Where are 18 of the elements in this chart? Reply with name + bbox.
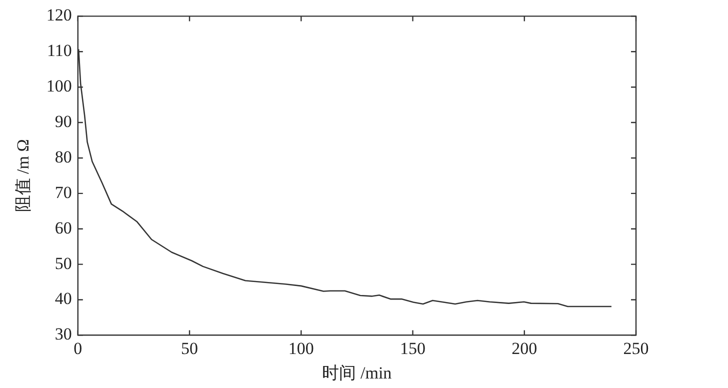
y-tick-label: 90: [54, 112, 72, 131]
x-tick-label: 250: [623, 338, 649, 358]
y-tick-label: 60: [54, 218, 72, 238]
x-tick-label: 200: [512, 338, 538, 358]
y-tick-label: 50: [54, 254, 72, 273]
x-tick-label: 50: [181, 338, 198, 358]
x-axis-title: 时间 /min: [322, 363, 392, 382]
x-tick-label: 100: [288, 338, 314, 358]
y-tick-label: 80: [54, 147, 72, 166]
y-tick-label: 100: [46, 76, 72, 96]
x-tick-label: 0: [74, 338, 82, 358]
x-tick-label: 150: [400, 338, 426, 358]
y-tick-label: 30: [54, 324, 72, 344]
y-axis-title: 阻值 /m Ω: [14, 139, 33, 212]
y-tick-label: 110: [47, 41, 72, 60]
y-tick-label: 70: [54, 182, 72, 202]
y-tick-label: 120: [46, 6, 72, 25]
y-tick-label: 40: [54, 289, 72, 308]
